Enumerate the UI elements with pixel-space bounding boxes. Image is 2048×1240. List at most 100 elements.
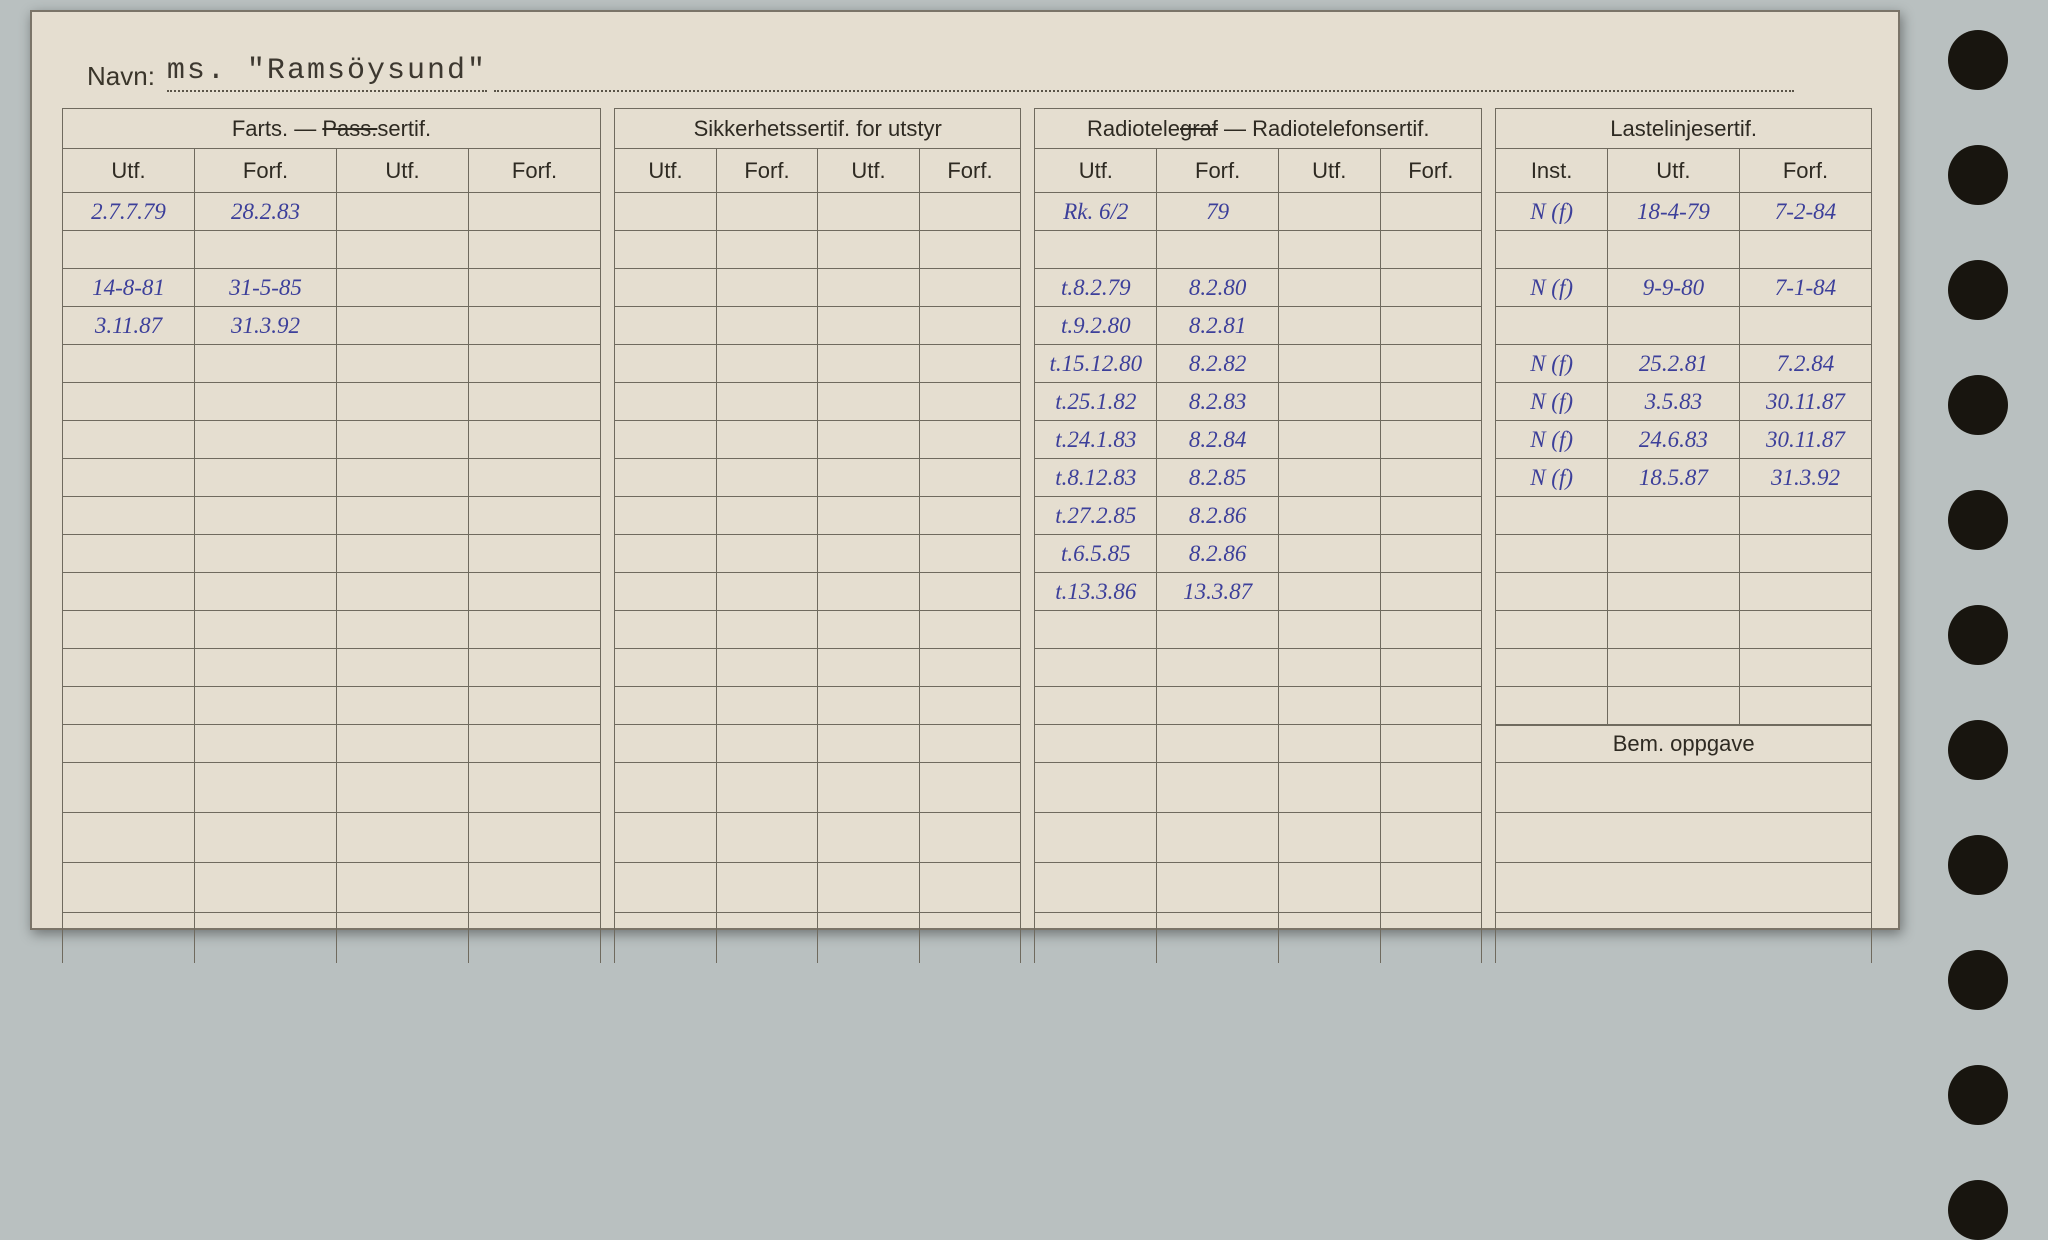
- sikkerhet-group: Sikkerhetssertif. for utstyr: [615, 109, 1021, 149]
- col-forf: Forf.: [716, 149, 818, 193]
- cell: [1035, 231, 1157, 269]
- cell: 79: [1157, 193, 1279, 231]
- cell: [194, 345, 336, 383]
- cell: [615, 535, 717, 573]
- cell: [1279, 535, 1381, 573]
- spacer: [1482, 763, 1496, 813]
- binder-hole: [1948, 605, 2008, 665]
- cell: [1035, 725, 1157, 763]
- cell: [818, 193, 920, 231]
- cell: [818, 269, 920, 307]
- cell: [63, 421, 195, 459]
- spacer: [1482, 149, 1496, 193]
- cell: [1607, 611, 1739, 649]
- spacer: [601, 307, 615, 345]
- cell: t.6.5.85: [1035, 535, 1157, 573]
- cell: [919, 687, 1021, 725]
- cell: [1380, 611, 1482, 649]
- spacer: [601, 269, 615, 307]
- cell: [1496, 573, 1608, 611]
- cell: [919, 231, 1021, 269]
- cell: [1380, 421, 1482, 459]
- binder-hole: [1948, 375, 2008, 435]
- cell: [1739, 573, 1871, 611]
- cell: [337, 813, 469, 863]
- cell: [818, 649, 920, 687]
- cell: 8.2.86: [1157, 497, 1279, 535]
- cell: [1279, 421, 1381, 459]
- bem-cell: [1496, 813, 1872, 863]
- cell: [818, 813, 920, 863]
- cell: t.25.1.82: [1035, 383, 1157, 421]
- binder-hole: [1948, 490, 2008, 550]
- cell: [1496, 231, 1608, 269]
- cell: [919, 459, 1021, 497]
- table-row: [63, 687, 1872, 725]
- cell: [63, 231, 195, 269]
- spacer: [1021, 345, 1035, 383]
- cell: [1380, 345, 1482, 383]
- cell: [818, 459, 920, 497]
- radio-group: Radiotelegraf — Radiotelefonsertif.: [1035, 109, 1482, 149]
- cell: [615, 763, 717, 813]
- cell: 2.7.7.79: [63, 193, 195, 231]
- cell: [63, 573, 195, 611]
- binder-holes: [1948, 30, 2008, 1240]
- spacer: [601, 863, 615, 913]
- cell: [63, 535, 195, 573]
- cell: [337, 497, 469, 535]
- cell: [818, 725, 920, 763]
- spacer: [1482, 725, 1496, 763]
- cell: N (f): [1496, 193, 1608, 231]
- cell: [1496, 649, 1608, 687]
- spacer: [1482, 573, 1496, 611]
- cell: [469, 763, 601, 813]
- cell: t.9.2.80: [1035, 307, 1157, 345]
- cell: [63, 863, 195, 913]
- spacer: [1021, 913, 1035, 963]
- cell: [716, 573, 818, 611]
- bem-cell: [1496, 863, 1872, 913]
- cell: [716, 611, 818, 649]
- cell: [1279, 193, 1381, 231]
- spacer: [1021, 383, 1035, 421]
- bem-oppgave-label: Bem. oppgave: [1496, 725, 1872, 763]
- spacer: [601, 149, 615, 193]
- cell: [1739, 497, 1871, 535]
- cell: [818, 763, 920, 813]
- cell: [716, 193, 818, 231]
- cell: [919, 763, 1021, 813]
- cell: [1279, 611, 1381, 649]
- cell: [1279, 687, 1381, 725]
- cell: [1739, 231, 1871, 269]
- cell: [194, 649, 336, 687]
- spacer: [601, 231, 615, 269]
- name-underline: [494, 90, 1794, 92]
- cell: [1279, 269, 1381, 307]
- cell: [1035, 763, 1157, 813]
- cell: [919, 383, 1021, 421]
- cell: [63, 611, 195, 649]
- cell: [337, 345, 469, 383]
- cell: [615, 497, 717, 535]
- cell: [1279, 231, 1381, 269]
- cell: [63, 725, 195, 763]
- table-row: t.27.2.858.2.86: [63, 497, 1872, 535]
- cell: [63, 687, 195, 725]
- table-row: [63, 813, 1872, 863]
- spacer: [1482, 611, 1496, 649]
- cell: [63, 497, 195, 535]
- cell: [1380, 231, 1482, 269]
- spacer: [1021, 725, 1035, 763]
- cell: N (f): [1496, 383, 1608, 421]
- cell: [1279, 725, 1381, 763]
- cell: [469, 307, 601, 345]
- cell: [818, 383, 920, 421]
- table-row: t.15.12.808.2.82N (f)25.2.817.2.84: [63, 345, 1872, 383]
- spacer: [1482, 649, 1496, 687]
- spacer: [1482, 459, 1496, 497]
- cell: [469, 573, 601, 611]
- cell: [337, 687, 469, 725]
- cell: [469, 269, 601, 307]
- cell: [1279, 573, 1381, 611]
